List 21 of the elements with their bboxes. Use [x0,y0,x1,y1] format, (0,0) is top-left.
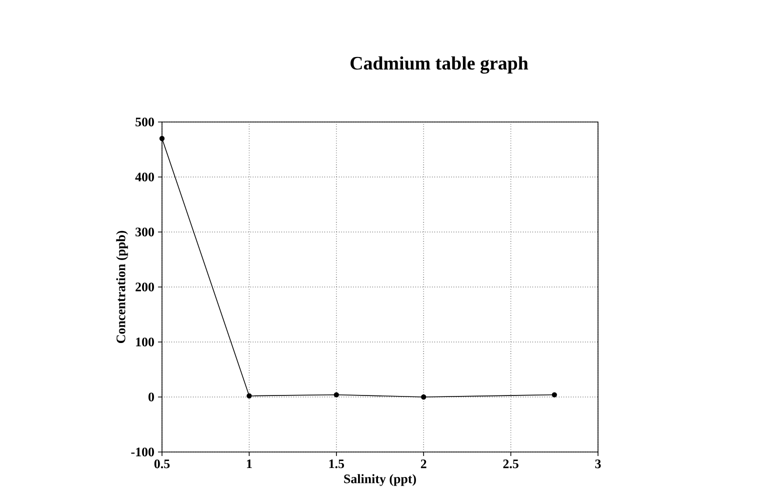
y-tick-label: 100 [136,338,154,346]
y-tick-label: -100 [131,448,154,456]
y-tick-label: 0 [148,392,154,402]
x-tick-label: 1 [247,460,252,468]
chart-title: Cadmium table graph [350,56,528,74]
point [334,392,339,398]
y-tick-label: 200 [136,282,154,292]
x-tick-label: 3 [595,460,601,468]
point [159,136,165,142]
y-axis-title: Concentration (ppb) [116,230,128,344]
point [421,394,426,400]
x-tick-label: 2.5 [503,460,518,468]
x-axis-title: Salinity (ppt) [344,474,416,486]
y-tick-label: 300 [136,228,154,236]
x-tick-label: 1.5 [329,460,344,468]
y-tick-label: 500 [136,118,154,126]
point [246,393,252,398]
x-tick-label: 0.5 [154,460,170,468]
y-tick-label: 400 [135,172,154,182]
point [552,392,557,398]
x-tick-label: 2 [420,460,426,468]
